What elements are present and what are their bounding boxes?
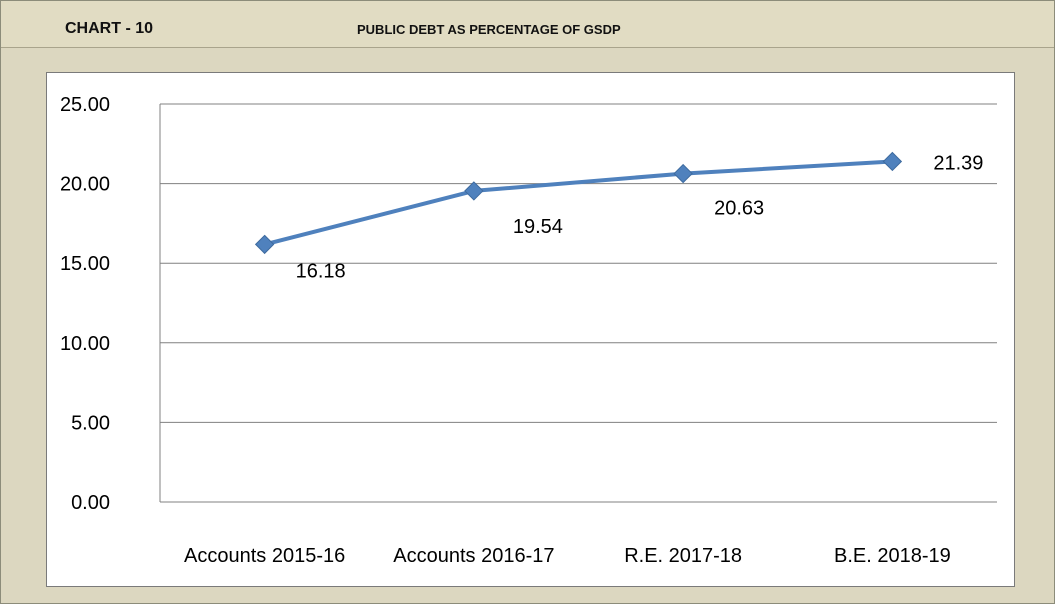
series: [254, 151, 903, 255]
gridlines: [160, 103, 997, 423]
x-tick-label: Accounts 2015-16: [184, 545, 345, 567]
y-tick-label: 5.00: [71, 412, 110, 434]
y-tick-label: 10.00: [60, 333, 110, 355]
data-point-marker: [673, 163, 693, 184]
data-label: 21.39: [933, 152, 983, 174]
y-tick-label: 20.00: [60, 174, 110, 196]
y-tick-label: 15.00: [60, 253, 110, 275]
chart-panel: [46, 72, 1015, 587]
data-labels: 16.18 19.54 20.63 21.39: [296, 152, 984, 282]
y-tick-labels: 0.00 5.00 10.00 15.00 20.00 25.00: [60, 94, 110, 514]
x-tick-label: B.E. 2018-19: [834, 545, 951, 567]
data-label: 20.63: [714, 198, 764, 220]
x-tick-label: R.E. 2017-18: [624, 545, 742, 567]
chart-title: PUBLIC DEBT AS PERCENTAGE OF GSDP: [357, 22, 621, 37]
data-point-marker: [254, 234, 275, 255]
x-tick-labels: Accounts 2015-16 Accounts 2016-17 R.E. 201…: [184, 545, 951, 567]
data-label: 16.18: [296, 260, 346, 282]
series-line: [262, 159, 895, 247]
y-tick-label: 25.00: [60, 94, 110, 116]
data-label: 19.54: [513, 216, 563, 238]
chart-number-label: CHART - 10: [65, 20, 154, 37]
y-tick-label: 0.00: [71, 492, 110, 514]
data-point-marker: [464, 181, 484, 201]
chart-header: CHART - 10 PUBLIC DEBT AS PERCENTAGE OF …: [1, 1, 1054, 48]
line-chart: 0.00 5.00 10.00 15.00 20.00 25.00 Accounts 20…: [60, 94, 997, 567]
axes: [159, 104, 997, 503]
data-point-marker: [882, 151, 903, 172]
x-tick-label: Accounts 2016-17: [393, 545, 554, 567]
